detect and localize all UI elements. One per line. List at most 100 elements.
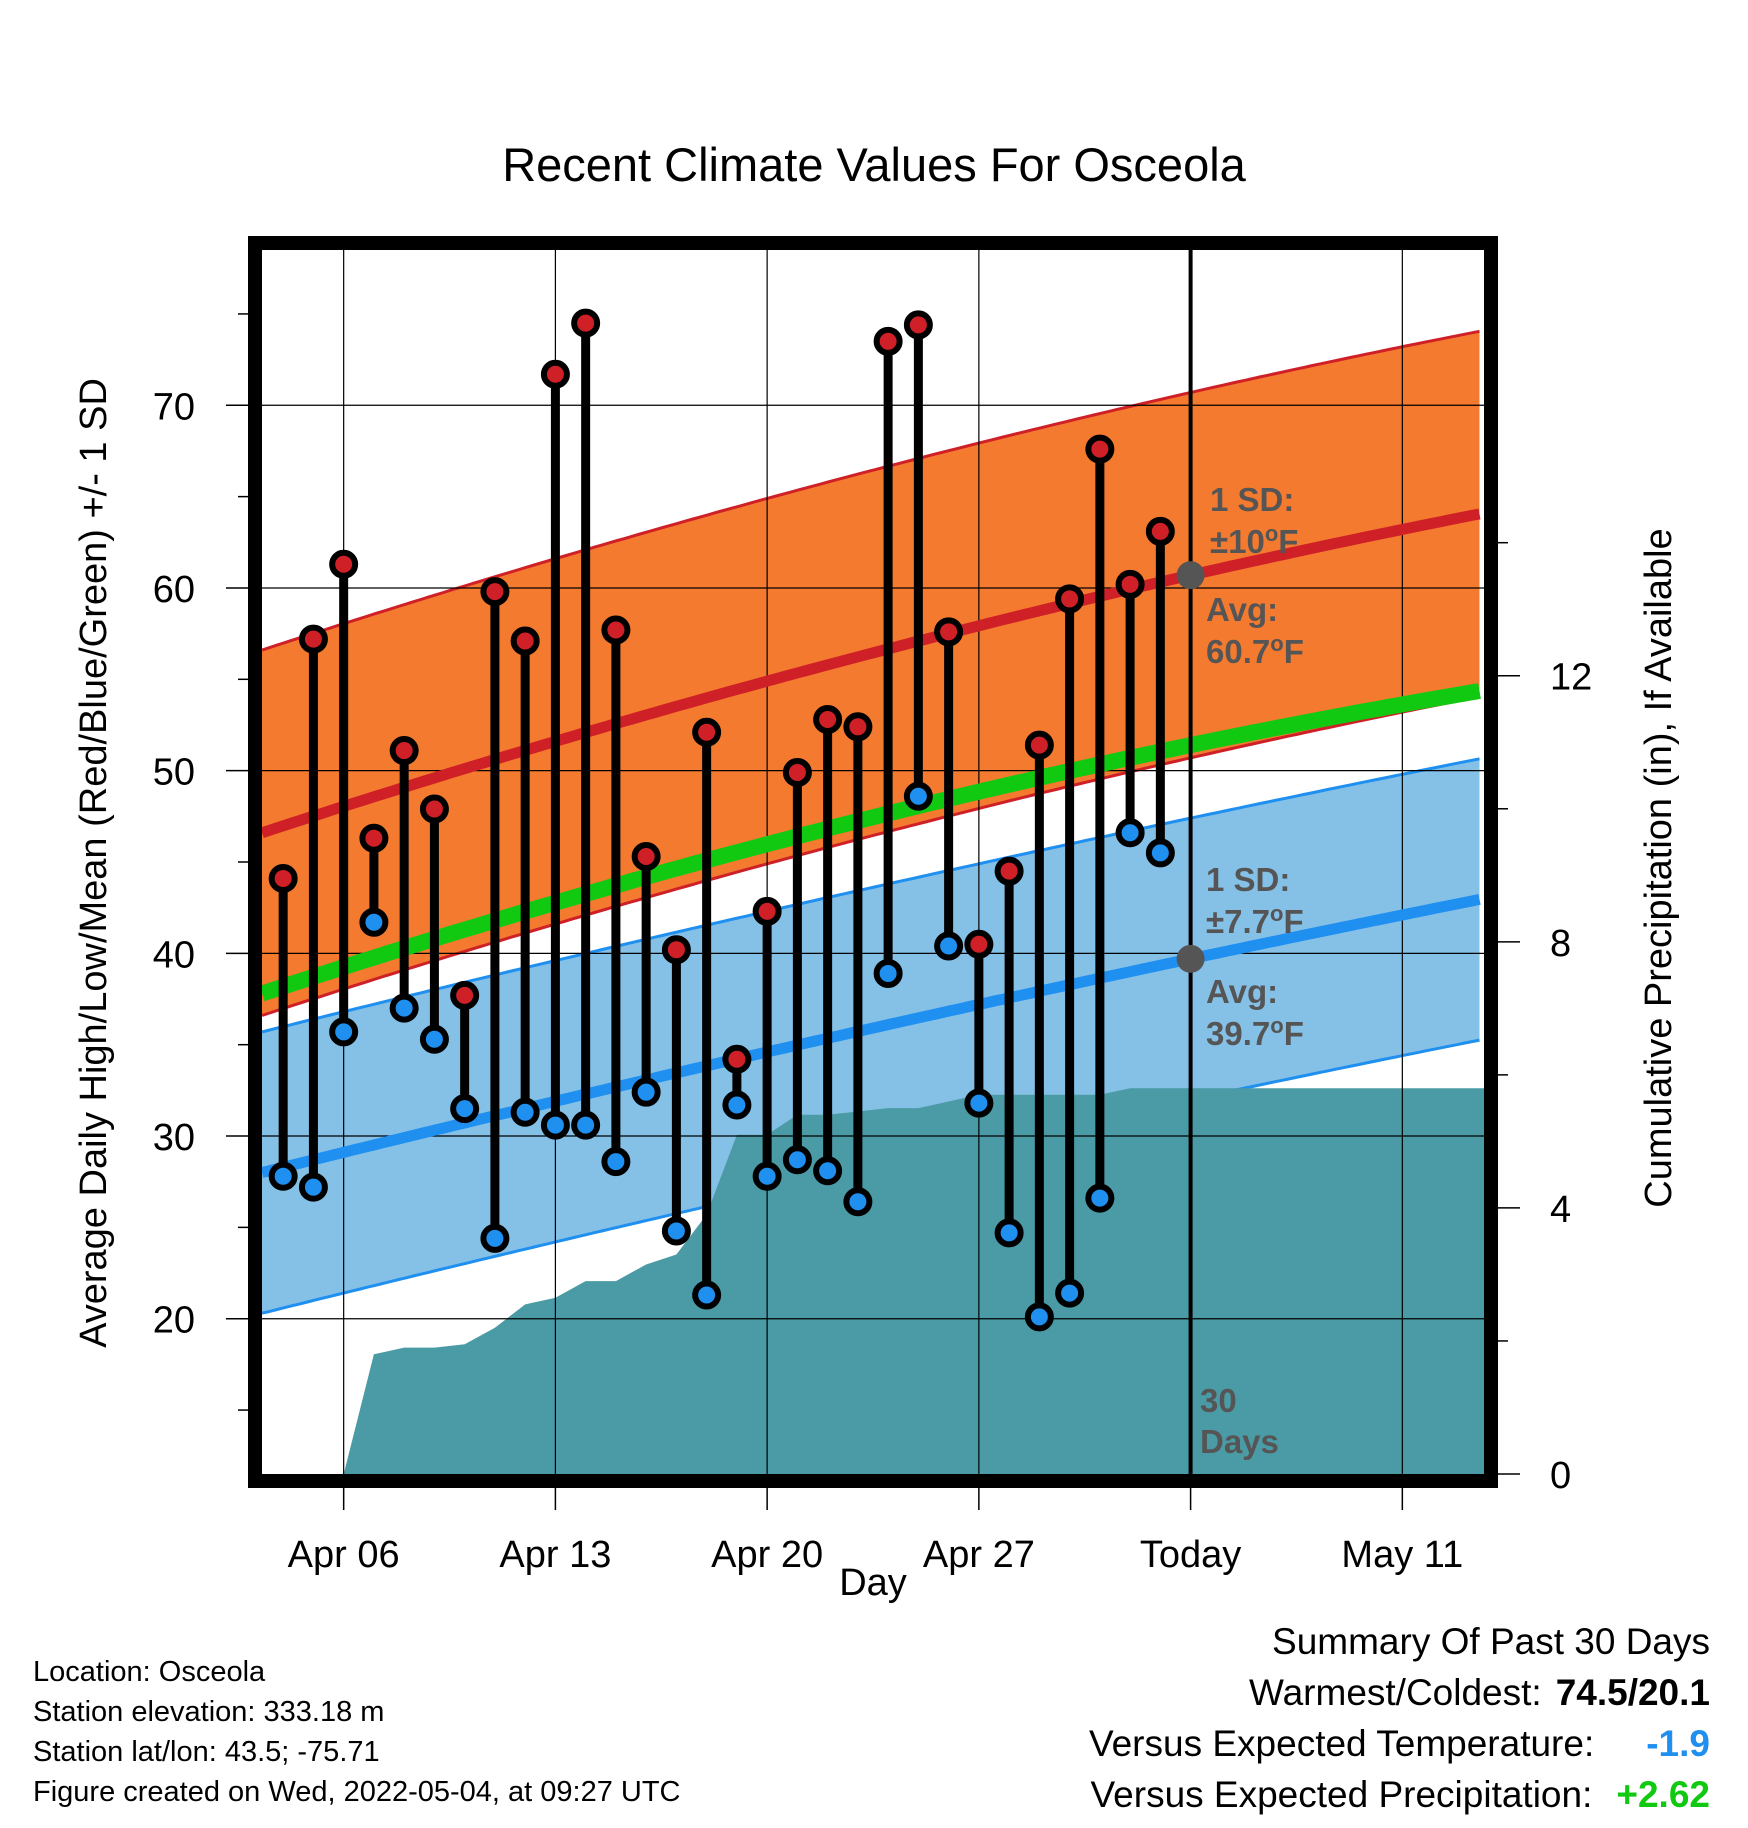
precip-label: Versus Expected Precipitation: — [1090, 1774, 1593, 1815]
normal-mean-line — [262, 683, 1481, 1002]
high-point — [661, 935, 691, 965]
high-avg-dot — [1176, 561, 1205, 590]
high-point — [1145, 516, 1175, 546]
precip-cumulative-area — [343, 1088, 1484, 1474]
high-point — [540, 359, 570, 389]
observed-day — [722, 1044, 752, 1120]
high-avg-value: 60.7oF — [1206, 631, 1304, 670]
created-text: Figure created on Wed, 2022-05-04, at 09… — [33, 1776, 681, 1808]
low-point — [722, 1090, 752, 1120]
observed-day — [692, 717, 722, 1310]
observed-day — [268, 863, 298, 1191]
station-info: Location: Osceola Station elevation: 333… — [33, 1652, 681, 1812]
observed-day — [298, 624, 328, 1202]
observed-series — [268, 308, 1175, 1332]
days-label: Days — [1200, 1423, 1279, 1460]
climate-chart: Recent Climate Values For Osceola 1 SD:±… — [73, 138, 1680, 1604]
high-point — [480, 577, 510, 607]
chart-title: Recent Climate Values For Osceola — [502, 138, 1246, 191]
high-point — [571, 308, 601, 338]
y-tick-label-left: 40 — [153, 934, 195, 976]
low-point — [813, 1156, 843, 1186]
observed-day — [843, 712, 873, 1217]
summary-heading: Summary Of Past 30 Days — [1272, 1621, 1710, 1662]
observed-day — [389, 736, 419, 1023]
y-tick-label-left: 50 — [153, 752, 195, 794]
summary-panel: Summary Of Past 30 Days Warmest/Coldest:… — [1089, 1616, 1710, 1820]
precip-area — [343, 1088, 1484, 1474]
high-point — [843, 712, 873, 742]
plot-frame — [248, 236, 1498, 1488]
low-avg-label: Avg: — [1206, 973, 1278, 1010]
low-point — [450, 1094, 480, 1124]
high-avg-label: Avg: — [1206, 591, 1278, 628]
high-point — [1085, 434, 1115, 464]
observed-day — [1085, 434, 1115, 1213]
high-point — [389, 736, 419, 766]
summary-warm-row: Warmest/Coldest: 74.5/20.1 — [1089, 1667, 1710, 1718]
axes: 20 30 40 50 60 70 0 4 8 12 Apr 06 Apr 13 Apr 20 Apr 2… — [153, 236, 1592, 1576]
high-point — [419, 794, 449, 824]
high-point — [994, 856, 1024, 886]
low-point — [298, 1172, 328, 1202]
observed-day — [873, 326, 903, 988]
observed-day — [510, 626, 540, 1127]
low-point — [601, 1147, 631, 1177]
high-point — [510, 626, 540, 656]
latlon-text: Station lat/lon: 43.5; -75.71 — [33, 1736, 380, 1768]
y-axis-title-right: Cumulative Precipitation (in), If Availa… — [1638, 528, 1680, 1207]
high-sd-value: ±10oF — [1210, 521, 1298, 560]
precip-value: +2.62 — [1616, 1774, 1710, 1815]
high-band-lower-edge — [262, 695, 1480, 1017]
high-point — [329, 549, 359, 579]
low-point — [571, 1110, 601, 1140]
temp-value: -1.9 — [1646, 1723, 1710, 1764]
observed-day — [813, 705, 843, 1186]
low-sd-value: ±7.7oF — [1206, 901, 1304, 940]
high-point — [1115, 569, 1145, 599]
high-point — [268, 863, 298, 893]
y-tick-label-right: 8 — [1550, 923, 1571, 965]
low-point — [510, 1097, 540, 1127]
high-point — [873, 326, 903, 356]
elevation-text: Station elevation: 333.18 m — [33, 1696, 385, 1728]
high-point — [782, 757, 812, 787]
high-point — [934, 617, 964, 647]
observed-day — [964, 929, 994, 1118]
x-axis-title: Day — [839, 1562, 907, 1604]
location-text: Location: Osceola — [33, 1656, 266, 1688]
high-point — [692, 717, 722, 747]
low-point — [540, 1110, 570, 1140]
low-point — [631, 1077, 661, 1107]
y-tick-label-left: 60 — [153, 569, 195, 611]
observed-day — [934, 617, 964, 961]
x-tick-label: Apr 27 — [923, 1534, 1035, 1576]
high-point — [298, 624, 328, 654]
low-point — [661, 1216, 691, 1246]
low-point — [934, 931, 964, 961]
x-tick-label: Apr 20 — [711, 1534, 823, 1576]
observed-day — [419, 794, 449, 1054]
observed-day — [661, 935, 691, 1246]
low-point — [359, 907, 389, 937]
warm-label: Warmest/Coldest: — [1249, 1672, 1542, 1713]
low-point — [873, 958, 903, 988]
low-point — [480, 1223, 510, 1253]
x-tick-label: Apr 13 — [499, 1534, 611, 1576]
observed-day — [1115, 569, 1145, 848]
observed-day — [480, 577, 510, 1253]
high-point — [631, 842, 661, 872]
low-point — [1085, 1183, 1115, 1213]
y-tick-label-right: 0 — [1550, 1455, 1571, 1497]
observed-day — [903, 310, 933, 811]
low-point — [1024, 1302, 1054, 1332]
low-point — [903, 781, 933, 811]
y-tick-label-right: 4 — [1550, 1189, 1571, 1231]
observed-day — [1145, 516, 1175, 868]
high-point — [1055, 584, 1085, 614]
observed-day — [540, 359, 570, 1140]
observed-day — [752, 896, 782, 1191]
x-tick-label: Today — [1140, 1534, 1241, 1576]
high-sd-label: 1 SD: — [1210, 481, 1294, 518]
high-point — [601, 615, 631, 645]
